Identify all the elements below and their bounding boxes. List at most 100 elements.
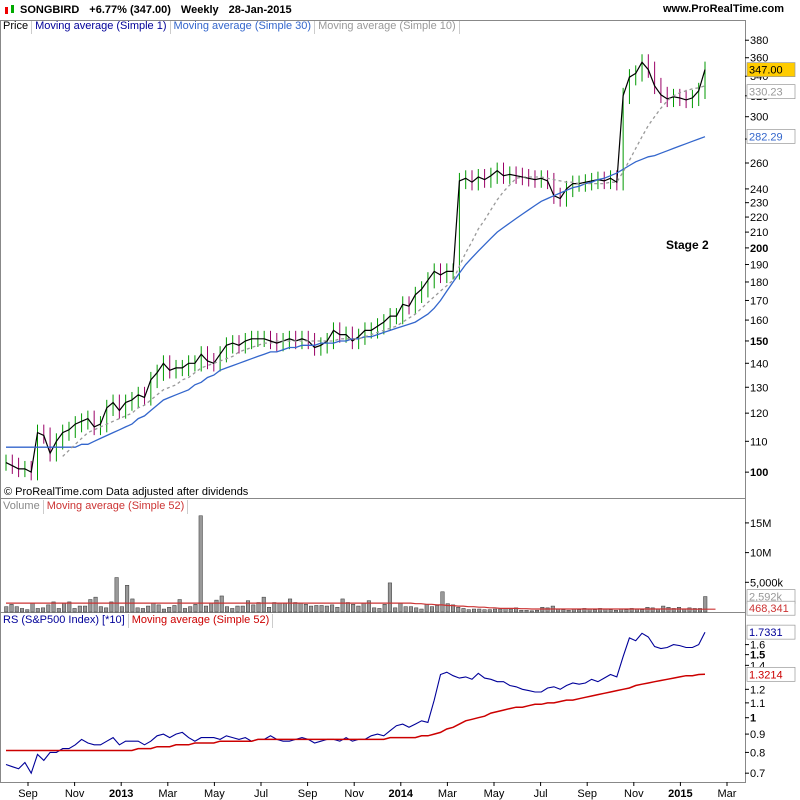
price-tick-label: 150 xyxy=(750,336,768,348)
price-series-line xyxy=(62,85,706,457)
legend-volume: Volume xyxy=(0,500,44,514)
volume-bar xyxy=(62,602,67,613)
volume-bar xyxy=(151,602,156,613)
volume-bar xyxy=(209,602,214,613)
volume-bar xyxy=(109,601,114,613)
rs-series-line xyxy=(5,631,706,775)
volume-bar xyxy=(119,606,124,613)
rs-ma-badge-box xyxy=(746,666,796,682)
volume-bar xyxy=(419,608,424,613)
rs-tick-label: 1.5 xyxy=(750,650,765,662)
volume-bar xyxy=(472,608,477,613)
volume-bar xyxy=(356,605,361,613)
volume-bar xyxy=(88,599,93,613)
volume-bar xyxy=(219,595,224,613)
volume-bar xyxy=(51,601,56,613)
rs-series-line xyxy=(6,673,706,752)
price-tick-label: 300 xyxy=(750,112,768,124)
volume-bar xyxy=(135,607,140,613)
volume-bar xyxy=(314,605,319,613)
price-tick-label: 120 xyxy=(750,408,768,420)
volume-bar xyxy=(240,605,245,613)
price-tick-label: 240 xyxy=(750,184,768,196)
volume-bar xyxy=(577,609,582,613)
site-link[interactable]: www.ProRealTime.com xyxy=(662,3,784,15)
volume-bar xyxy=(161,608,166,613)
price-tick-label: 210 xyxy=(750,227,768,239)
volume-bar xyxy=(440,591,445,613)
x-tick-label: Mar xyxy=(438,788,457,800)
volume-bar xyxy=(224,606,229,613)
volume-bar xyxy=(566,609,571,613)
volume-bar xyxy=(424,604,429,613)
volume-bar xyxy=(272,602,277,613)
x-tick-label: Mar xyxy=(718,788,737,800)
volume-tick-label: 5,000k xyxy=(750,577,784,589)
volume-bar xyxy=(67,601,72,613)
rs-last-badge-box xyxy=(746,624,796,640)
volume-bar xyxy=(461,608,466,613)
volume-bar xyxy=(20,608,25,613)
x-tick-label: Sep xyxy=(577,788,597,800)
volume-bar xyxy=(193,604,198,613)
volume-bar xyxy=(251,604,256,613)
volume-bar xyxy=(687,607,692,613)
volume-bar xyxy=(377,608,382,613)
legend-ma30: Moving average (Simple 30) xyxy=(171,20,316,34)
volume-bar xyxy=(545,607,550,613)
legend-ma10: Moving average (Simple 10) xyxy=(315,20,460,34)
volume-bar xyxy=(93,596,98,613)
rs-legend: RS (S&P500 Index) [*10] Moving average (… xyxy=(0,614,274,628)
volume-bar xyxy=(203,605,208,613)
price-tick-label: 260 xyxy=(750,158,768,170)
rs-tick-label: 0.9 xyxy=(750,729,765,741)
volume-bar xyxy=(98,606,103,613)
rs-tick-label: 1.2 xyxy=(750,684,765,696)
volume-bar xyxy=(14,606,19,613)
volume-bar xyxy=(493,608,498,613)
price-tick-label: 130 xyxy=(750,382,768,394)
price-tick-label: 110 xyxy=(750,436,768,448)
volume-tick-label: 10M xyxy=(750,548,771,560)
volume-bar xyxy=(25,609,30,613)
volume-bar xyxy=(324,605,329,613)
price-tick-label: 170 xyxy=(750,295,768,307)
legend-rs: RS (S&P500 Index) [*10] xyxy=(0,614,129,628)
price-ma30-badge: 282.29 xyxy=(749,131,783,143)
rs-tick-label: 1 xyxy=(750,713,756,725)
volume-bar xyxy=(146,605,151,613)
volume-bar xyxy=(46,604,51,613)
chart-header: SONGBIRD +6.77% (347.00) Weekly 28-Jan-2… xyxy=(0,0,800,20)
price-series-line xyxy=(6,136,706,448)
volume-bar xyxy=(561,609,566,613)
legend-volume-ma: Moving average (Simple 52) xyxy=(44,500,189,514)
volume-bar xyxy=(309,605,314,613)
date-label: 28-Jan-2015 xyxy=(228,4,292,16)
volume-bar xyxy=(524,609,529,613)
price-ma10-badge-box xyxy=(746,84,796,99)
volume-bar xyxy=(335,606,340,613)
volume-bar xyxy=(198,515,203,613)
price-tick-label: 380 xyxy=(750,35,768,47)
volume-bar xyxy=(167,606,172,613)
price-legend: Price Moving average (Simple 1) Moving a… xyxy=(0,20,460,34)
x-tick-label: Nov xyxy=(344,788,364,800)
volume-bar xyxy=(214,599,219,613)
volume-bar xyxy=(366,600,371,613)
candlestick-icon xyxy=(5,5,14,14)
volume-bar xyxy=(519,609,524,613)
rs-last-badge: 1.7331 xyxy=(749,627,783,639)
rs-ma-badge: 1.3214 xyxy=(749,669,783,681)
volume-bar xyxy=(4,606,9,613)
period-label: Weekly xyxy=(180,4,219,16)
volume-bar xyxy=(487,609,492,613)
x-tick-label: 2014 xyxy=(389,788,414,800)
x-tick-label: 2013 xyxy=(109,788,133,800)
volume-bar xyxy=(450,604,455,613)
volume-bar xyxy=(592,609,597,613)
price-tick-label: 140 xyxy=(750,358,768,370)
price-tick-label: 180 xyxy=(750,277,768,289)
price-tick-label: 200 xyxy=(750,243,768,255)
